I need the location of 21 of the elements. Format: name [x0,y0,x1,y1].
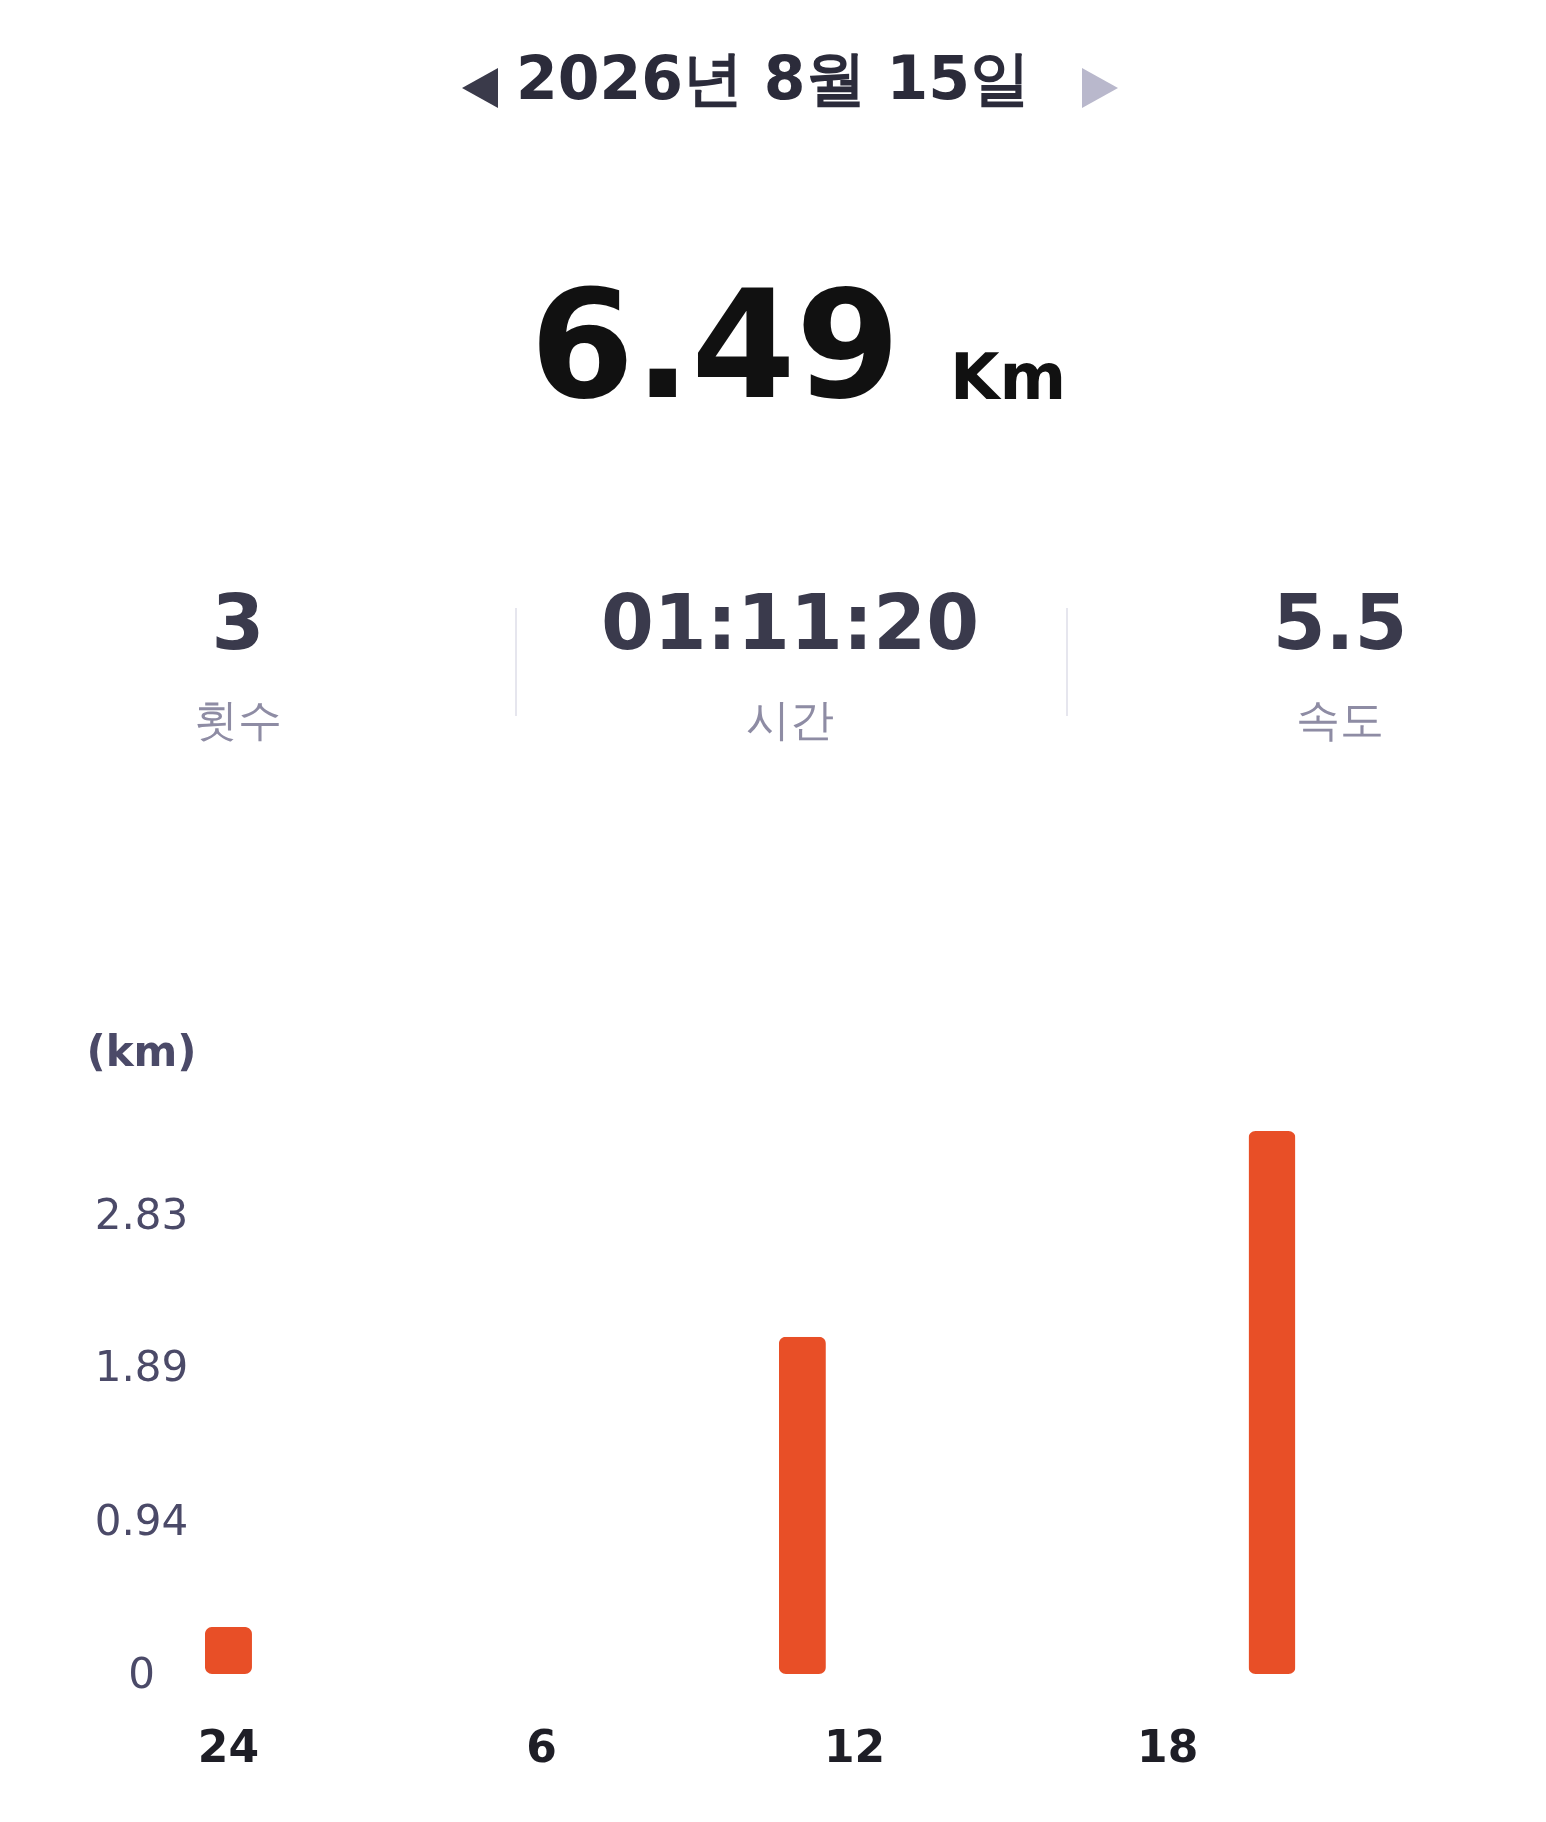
text: 6.49 [530,258,901,432]
y-tick-label: 2.83 [94,1189,189,1239]
bar [778,1336,826,1674]
text: 5.5 [1271,578,1409,667]
text: Km [950,340,1067,414]
bar [1248,1131,1296,1674]
text: 3 [210,578,266,667]
text: 횟수 [193,694,283,745]
x-tick-label: 18 [1137,1720,1199,1772]
y-axis-title: (km) [86,1026,197,1076]
bar [204,1626,252,1674]
y-tick-label: 0.94 [94,1496,189,1546]
y-tick-label: 0 [128,1648,155,1698]
x-tick-label: 12 [823,1720,886,1772]
x-tick-label: 6 [526,1720,557,1772]
text: 시간 [745,694,835,745]
text: 01:11:20 [599,578,981,667]
y-tick-label: 1.89 [94,1342,189,1392]
x-tick-label: 24 [197,1720,260,1772]
chart-title: 2026년 8월 15일 [515,43,1031,113]
text: 속도 [1295,694,1385,745]
